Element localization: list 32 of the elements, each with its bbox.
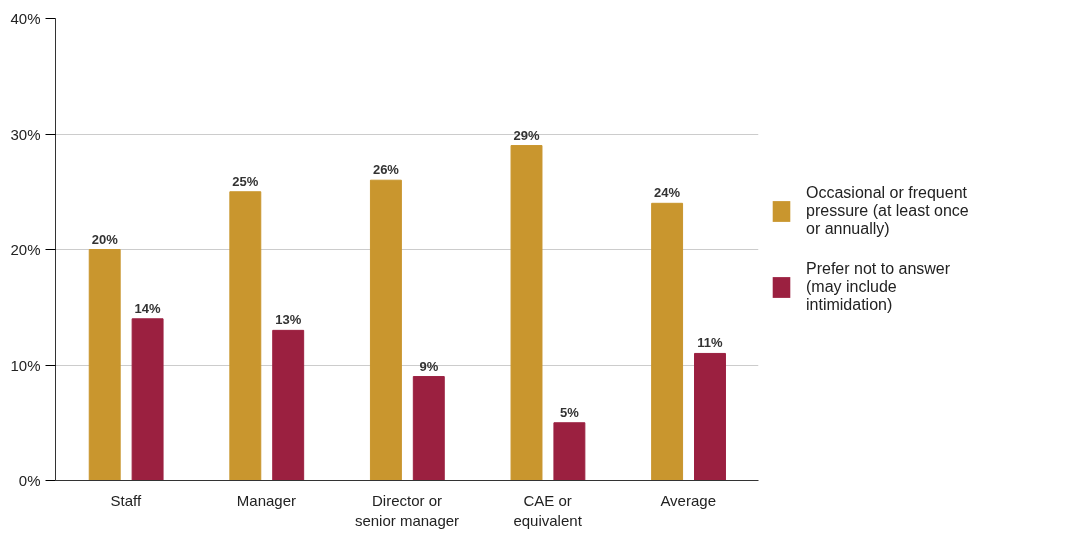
bar — [694, 352, 726, 481]
x-tick-label: Manager — [236, 491, 297, 509]
x-tick-label: Average — [660, 491, 717, 509]
bar — [131, 318, 164, 481]
text: 14% — [134, 300, 161, 316]
text: 13% — [275, 312, 302, 328]
text: 26% — [372, 162, 399, 178]
text: 25% — [232, 173, 259, 189]
y-tick-label: 20% — [10, 241, 41, 258]
text: 9% — [419, 358, 439, 374]
bar — [369, 179, 402, 481]
legend-label: Prefer not to answer (may include intimidation) — [806, 260, 951, 314]
text: 20% — [91, 231, 118, 247]
text: 24% — [654, 185, 681, 201]
x-tick-label: Director or senior manager — [354, 491, 460, 529]
bar — [88, 249, 121, 481]
bar — [510, 145, 543, 481]
bar — [412, 376, 445, 481]
legend-label: Occasional or frequent pressure (at least once or annually) — [806, 184, 969, 238]
text: 5% — [560, 404, 579, 420]
text: 29% — [513, 127, 540, 143]
bar — [651, 202, 684, 481]
y-tick-label: 0% — [18, 472, 41, 489]
text: 11% — [697, 335, 723, 351]
y-tick-label: 30% — [10, 125, 41, 143]
y-tick-label: 40% — [10, 10, 41, 27]
bar — [272, 329, 305, 481]
y-tick-label: 10% — [10, 356, 41, 374]
x-tick-label: CAE or equivalent — [513, 491, 583, 529]
bar — [229, 191, 262, 481]
x-tick-label: Staff — [110, 491, 142, 509]
bar — [553, 422, 586, 481]
